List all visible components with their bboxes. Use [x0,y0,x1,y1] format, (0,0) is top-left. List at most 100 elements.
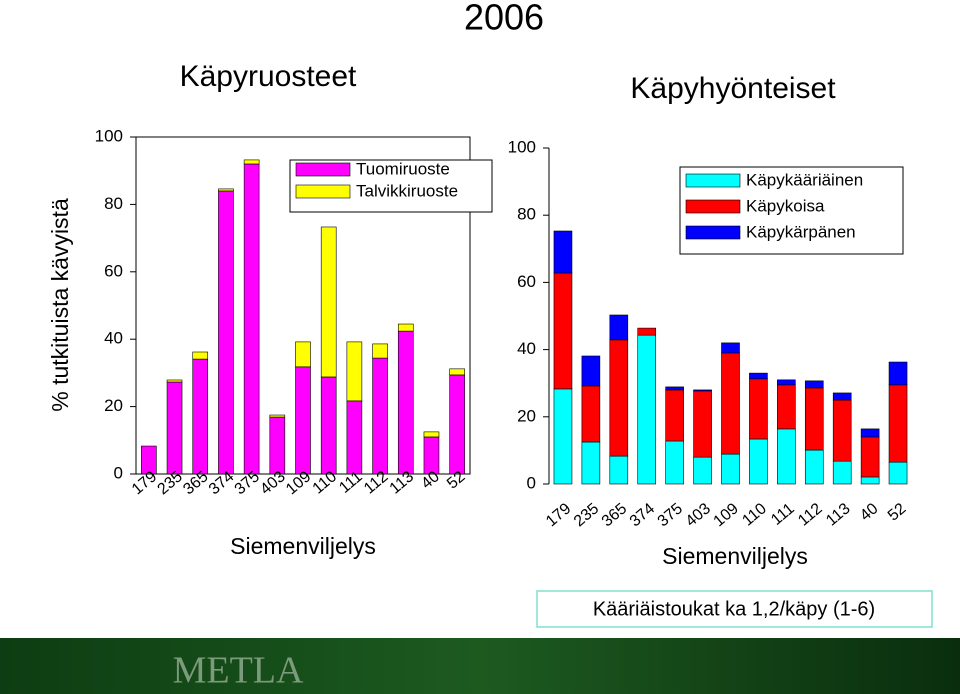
note: Kääriäistoukat ka 1,2/käpy (1-6) [593,598,875,620]
bar-segment [777,379,796,386]
bar-segment [693,389,712,392]
bar-segment [320,226,337,378]
x-tick-label: 113 [823,500,854,529]
legend-label: Käpykääriäinen [746,170,863,189]
bar-segment [553,388,573,485]
x-tick-label: 375 [655,500,686,530]
bar-segment [888,461,908,485]
legend-label: Käpykoisa [746,196,825,215]
slide-title: 2006 [464,0,544,38]
x-tick-label: 374 [627,500,658,530]
y-tick-label: 80 [517,205,536,224]
bar-segment [749,372,768,380]
bar-segment [665,440,684,485]
bar-segment [749,378,768,440]
bar-segment [609,339,629,457]
bar-segment [832,392,852,401]
bar-segment [721,352,740,455]
x-tick-label: 179 [543,500,574,530]
x-tick-label: 235 [571,500,602,530]
x-tick-label: 40 [418,468,443,493]
bar-segment [832,399,852,462]
bar-segment [320,376,337,475]
bar-segment [665,389,684,442]
bar-segment [372,343,388,359]
bar-segment [860,428,880,438]
bar-segment [423,431,440,438]
bar-segment [397,330,414,475]
bar-segment [609,455,629,485]
x-tick-label: 52 [885,500,910,525]
bar-segment [693,456,712,485]
legend-swatch [685,225,741,240]
note-box [536,590,933,628]
legend-label: Tuomiruoste [356,159,450,178]
bar-segment [449,374,465,475]
x-tick-label: 111 [768,500,798,529]
x-tick-label: 365 [599,500,630,530]
y-tick-label: 0 [114,463,123,482]
y-tick-label: 60 [104,261,123,280]
bar-segment [581,355,601,387]
bar-segment [218,188,234,192]
bar-segment [637,334,657,485]
bar-segment [804,380,824,389]
legend-label: Käpykärpänen [746,222,856,241]
bar-segment [346,341,363,402]
bar-segment [609,314,629,341]
bar-segment [888,361,908,386]
legend-swatch [685,199,741,214]
bar-segment [218,190,234,475]
bar-segment [832,460,852,485]
bar-segment [192,351,209,360]
x-axis-label: Siemenviljelys [662,543,808,569]
bar-segment [449,368,465,376]
y-tick-label: 60 [517,272,536,291]
legend-swatch [685,173,741,188]
y-tick-label: 100 [95,126,123,145]
bar-segment [777,428,796,485]
bar-segment [693,390,712,458]
bar-segment [888,384,908,463]
bar-segment [192,358,209,475]
bar-segment [581,441,601,485]
bar-segment [166,379,183,383]
bar-segment [243,163,260,475]
logo: METLA [173,650,304,692]
legend-swatch [295,184,351,199]
bar-segment [141,445,157,475]
x-tick-label: 403 [683,500,714,530]
x-tick-label: 112 [795,500,826,529]
x-tick-label: 110 [739,500,770,529]
bar-segment [553,230,573,274]
chart-title: Käpyhyönteiset [630,72,836,105]
bar-segment [269,414,286,418]
bar-segment [166,381,183,475]
bar-segment [295,341,311,368]
bar-segment [269,416,286,475]
bar-segment [637,327,657,336]
bar-segment [665,386,684,391]
bar-segment [721,453,740,485]
x-axis-label: Siemenviljelys [230,533,376,559]
bar-segment [581,385,601,443]
y-tick-label: 20 [517,406,536,425]
legend-swatch [295,162,351,177]
y-tick-label: 0 [527,473,536,492]
y-tick-label: 80 [104,194,123,213]
y-axis-label: % tutkituista kävyistä [47,198,73,412]
bar-segment [295,366,311,475]
bar-segment [346,400,363,475]
y-tick-label: 20 [104,396,123,415]
y-tick-label: 100 [508,137,536,156]
bar-segment [553,272,573,390]
chart-title: Käpyruosteet [180,60,357,93]
y-tick-label: 40 [517,339,536,358]
bar-segment [777,384,796,430]
legend-label: Talvikkiruoste [356,181,458,200]
bar-segment [749,438,768,485]
x-tick-label: 40 [857,500,882,525]
bar-segment [860,476,880,485]
bar-segment [243,159,260,165]
